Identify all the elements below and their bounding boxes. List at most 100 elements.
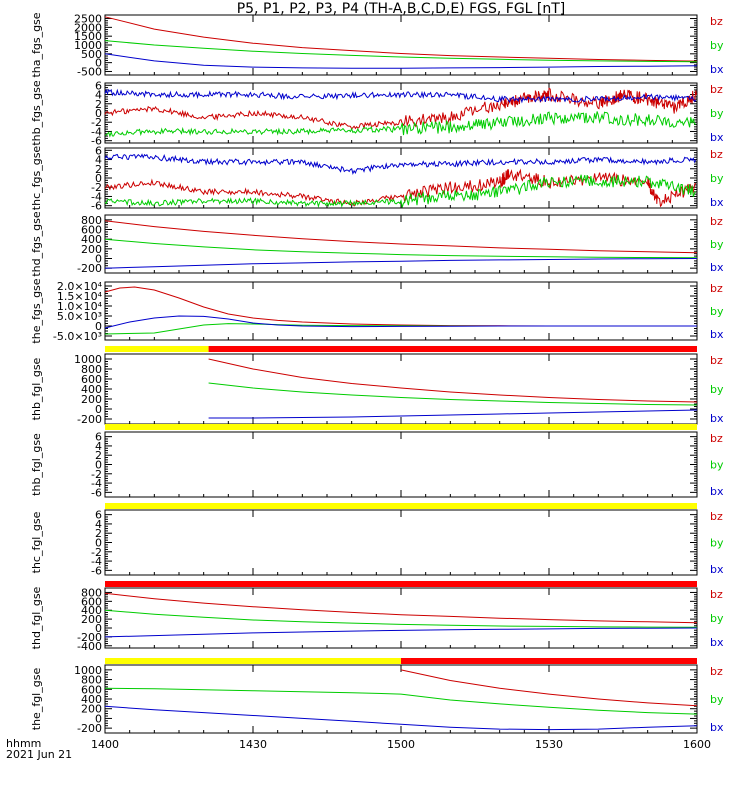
- panel-frame: [104, 664, 698, 734]
- y-tick-label: -2: [91, 546, 102, 559]
- y-tick-label: 1000: [74, 664, 102, 677]
- y-tick-label: 400: [81, 604, 102, 617]
- y-tick-label: 2000: [74, 21, 102, 34]
- flag-segment-yellow: [105, 658, 401, 664]
- y-tick-label: 4: [95, 89, 102, 102]
- series-bx: [104, 705, 698, 731]
- legend-bz: bz: [710, 282, 723, 295]
- y-tick-label: 2: [95, 163, 102, 176]
- legend-bz: bz: [710, 665, 723, 678]
- y-tick-label: 1000: [74, 353, 102, 366]
- y-tick-label: -200: [77, 262, 102, 275]
- y-tick-label: 400: [81, 383, 102, 396]
- chart-title: P5, P1, P2, P3, P4 (TH-A,B,C,D,E) FGS, F…: [236, 1, 566, 17]
- legend-bx: bx: [710, 485, 724, 498]
- series-bz: [400, 669, 698, 707]
- series-bz: [104, 220, 698, 254]
- y-tick-label: -6: [91, 200, 102, 213]
- y-tick-label: -4: [91, 190, 102, 203]
- y-tick-label: -200: [77, 413, 102, 426]
- legend-by: by: [710, 459, 724, 472]
- y-tick-label: 0: [95, 712, 102, 725]
- y-tick-label: 0: [95, 172, 102, 185]
- y-tick-label: -4: [91, 477, 102, 490]
- series-by: [104, 174, 697, 208]
- y-tick-label: -6: [91, 564, 102, 577]
- y-tick-label: 600: [81, 595, 102, 608]
- legend-bx: bx: [710, 636, 724, 649]
- panel-frame: [104, 281, 698, 341]
- series-bx: [104, 627, 698, 638]
- y-tick-label: -6: [91, 486, 102, 499]
- series-bz: [104, 592, 698, 624]
- y-tick-label: 2.0×10⁴: [57, 280, 103, 293]
- series-bz: [208, 358, 698, 403]
- series-bz: [104, 16, 698, 62]
- legend-bz: bz: [710, 83, 723, 96]
- y-tick-label: 6: [95, 431, 102, 444]
- y-tick-label: -200: [77, 631, 102, 644]
- y-tick-label: 600: [81, 373, 102, 386]
- y-tick-label: 200: [81, 703, 102, 716]
- legend-bx: bx: [710, 328, 724, 341]
- series-bz: [104, 87, 697, 130]
- y-axis-label: thc_fgl_gse: [30, 511, 43, 573]
- legend-by: by: [710, 383, 724, 396]
- y-tick-label: -2: [91, 181, 102, 194]
- legend-by: by: [710, 612, 724, 625]
- y-axis-label: the_fgl_gse: [30, 668, 43, 731]
- x-tick-label: 1400: [91, 738, 119, 751]
- y-tick-label: 4: [95, 154, 102, 167]
- legend-bz: bz: [710, 148, 723, 161]
- legend-by: by: [710, 107, 724, 120]
- legend-by: by: [710, 305, 724, 318]
- y-tick-label: 200: [81, 393, 102, 406]
- y-tick-label: 200: [81, 613, 102, 626]
- y-tick-label: 500: [81, 48, 102, 61]
- series-by: [104, 609, 698, 628]
- series-by: [208, 382, 698, 406]
- y-tick-label: 1.5×10⁴: [57, 290, 103, 303]
- legend-bz: bz: [710, 15, 723, 28]
- y-tick-label: 400: [81, 693, 102, 706]
- y-tick-label: 0: [95, 622, 102, 635]
- legend-by: by: [710, 693, 724, 706]
- y-tick-label: 0: [95, 107, 102, 120]
- y-tick-label: -4: [91, 125, 102, 138]
- legend-by: by: [710, 39, 724, 52]
- legend-bz: bz: [710, 510, 723, 523]
- legend-bz: bz: [710, 215, 723, 228]
- legend-bx: bx: [710, 261, 724, 274]
- y-tick-label: 0: [95, 320, 102, 333]
- x-tick-label: 1430: [239, 738, 267, 751]
- y-tick-label: 400: [81, 233, 102, 246]
- series-bx: [208, 409, 698, 419]
- y-tick-label: 4: [95, 518, 102, 531]
- legend-bz: bz: [710, 432, 723, 445]
- y-tick-label: -500: [77, 65, 102, 78]
- y-tick-label: 6: [95, 509, 102, 522]
- y-tick-label: 2: [95, 449, 102, 462]
- series-bz: [104, 168, 697, 208]
- series-bx: [104, 88, 697, 104]
- legend-bx: bx: [710, 131, 724, 144]
- y-axis-label: thc_fgs_gse: [30, 146, 43, 211]
- flag-segment-yellow: [105, 346, 209, 352]
- flag-segment-yellow: [105, 503, 697, 509]
- panel-frame: [104, 431, 698, 498]
- y-tick-label: 800: [81, 674, 102, 687]
- flag-segment-red: [401, 658, 697, 664]
- legend-bz: bz: [710, 588, 723, 601]
- legend-by: by: [710, 537, 724, 550]
- y-tick-label: 6: [95, 144, 102, 157]
- series-bx: [104, 258, 698, 269]
